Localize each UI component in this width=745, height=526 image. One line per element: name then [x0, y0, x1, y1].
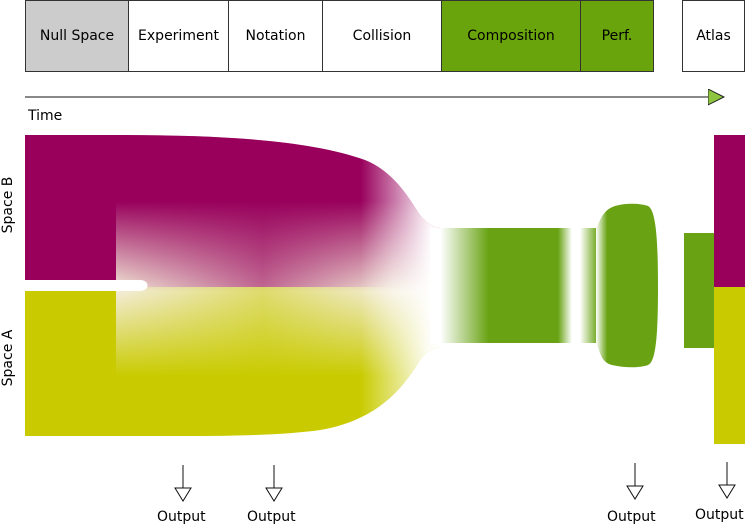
phase-null-space: Null Space — [25, 0, 129, 72]
phase-label: Experiment — [138, 28, 219, 44]
composition-neck — [430, 228, 560, 343]
output-arrow-2 — [265, 465, 283, 502]
phase-atlas: Atlas — [682, 0, 745, 72]
phase-label: Atlas — [696, 28, 731, 44]
phase-notation: Notation — [228, 0, 323, 72]
output-arrow-4 — [718, 462, 736, 499]
pre-atlas-block — [684, 233, 714, 348]
atlas-space-b — [714, 135, 745, 287]
output-arrow-1 — [174, 465, 192, 502]
output-arrow-3 — [626, 463, 644, 500]
phase-label: Notation — [245, 28, 306, 44]
space-gap-notch — [116, 280, 148, 291]
perf-bulb — [596, 203, 658, 368]
space-a-block — [25, 291, 116, 436]
space-b-label: Space B — [0, 176, 16, 234]
output-label-1: Output — [157, 509, 206, 525]
merge-body-white-edge — [116, 135, 442, 437]
output-label-2: Output — [247, 509, 296, 525]
phase-label: Perf. — [601, 28, 633, 44]
perf-band — [558, 228, 598, 343]
phase-label: Collision — [352, 28, 412, 44]
phase-label: Null Space — [39, 28, 115, 44]
space-a-label: Space A — [0, 329, 16, 387]
space-gap — [25, 280, 116, 291]
phase-experiment: Experiment — [128, 0, 229, 72]
phase-composition: Composition — [441, 0, 581, 72]
atlas-space-a — [714, 287, 745, 444]
phase-label: Composition — [467, 28, 555, 44]
time-label: Time — [28, 108, 63, 124]
space-b-block — [25, 135, 116, 280]
phase-perf: Perf. — [580, 0, 654, 72]
output-label-3: Output — [607, 509, 656, 525]
phase-collision: Collision — [322, 0, 442, 72]
output-label-4: Output — [695, 507, 744, 523]
